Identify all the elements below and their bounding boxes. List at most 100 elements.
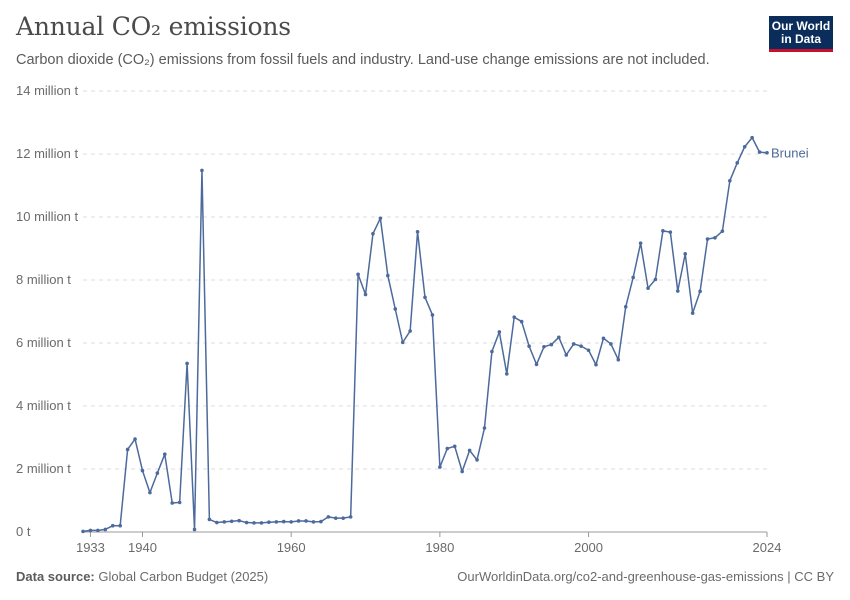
data-point <box>490 349 494 354</box>
data-point <box>118 523 122 528</box>
data-point <box>742 144 747 149</box>
data-source-value[interactable]: Global Carbon Budget (2025) <box>98 569 269 584</box>
data-point <box>594 362 598 367</box>
logo-line-2: in Data <box>780 32 821 46</box>
data-point <box>393 307 398 311</box>
data-point <box>386 273 390 278</box>
y-tick-label: 0 t <box>16 524 31 539</box>
data-point <box>720 229 725 233</box>
data-point <box>356 272 360 277</box>
data-point <box>103 527 108 532</box>
data-point <box>728 178 732 183</box>
data-point <box>125 447 130 452</box>
data-point <box>698 289 702 294</box>
chart-title: Annual CO₂ emissions <box>16 12 291 41</box>
data-point <box>601 336 606 341</box>
data-point <box>757 150 762 154</box>
series-line-brunei <box>82 136 768 533</box>
data-point <box>467 448 472 453</box>
data-point <box>378 216 383 221</box>
data-point <box>215 520 219 525</box>
data-point <box>348 515 353 519</box>
data-point <box>668 230 673 234</box>
data-point <box>304 519 308 523</box>
logo-line-1: Our World <box>771 19 831 33</box>
data-point <box>549 342 554 347</box>
data-point <box>646 286 650 290</box>
series-label: Brunei <box>771 146 809 161</box>
data-point <box>170 501 175 505</box>
data-point <box>735 161 740 165</box>
data-point <box>527 344 531 348</box>
x-tick-label: 1940 <box>128 540 157 555</box>
data-point <box>661 229 665 233</box>
chart-subtitle: Carbon dioxide (CO₂) emissions from foss… <box>16 52 710 68</box>
y-tick-label: 12 million t <box>16 146 79 161</box>
data-point <box>475 458 479 462</box>
data-point <box>452 444 457 449</box>
data-point <box>586 348 591 353</box>
data-point <box>631 275 635 280</box>
owid-logo[interactable]: Our World in Data <box>769 16 833 52</box>
data-point <box>252 521 256 525</box>
data-point <box>765 150 769 155</box>
data-point <box>609 342 613 346</box>
data-point <box>430 313 435 317</box>
data-point <box>110 523 115 528</box>
y-tick-label: 14 million t <box>16 83 79 98</box>
data-point <box>148 490 152 495</box>
data-point <box>534 362 539 367</box>
x-tick-label: 2000 <box>574 540 603 555</box>
data-point <box>185 361 189 366</box>
data-point <box>229 519 234 524</box>
data-point <box>400 340 405 345</box>
data-source: Data source: Global Carbon Budget (2025) <box>16 569 268 584</box>
data-point <box>289 520 293 524</box>
data-point <box>244 520 249 525</box>
data-point <box>713 235 717 240</box>
data-point <box>207 517 212 522</box>
data-point <box>415 230 420 234</box>
data-point <box>512 315 517 319</box>
y-tick-label: 4 million t <box>16 398 71 413</box>
y-tick-label: 2 million t <box>16 461 71 476</box>
data-point <box>363 292 368 297</box>
data-point <box>542 344 546 349</box>
data-point <box>133 437 137 441</box>
data-point <box>750 135 754 140</box>
y-tick-label: 6 million t <box>16 335 71 350</box>
data-point <box>88 528 93 533</box>
y-tick-label: 8 million t <box>16 272 71 287</box>
data-point <box>81 529 85 534</box>
data-point <box>519 319 524 324</box>
data-point <box>571 342 576 346</box>
data-point <box>557 335 561 340</box>
data-point <box>460 469 464 474</box>
y-tick-label: 10 million t <box>16 209 79 224</box>
data-point <box>326 515 331 519</box>
data-point <box>579 344 583 348</box>
x-tick-label: 1980 <box>425 540 454 555</box>
x-tick-label: 1933 <box>76 540 105 555</box>
data-point <box>497 330 502 334</box>
data-point <box>616 357 621 362</box>
data-point <box>162 452 167 456</box>
data-point <box>423 295 427 300</box>
data-point <box>638 241 643 245</box>
data-point <box>564 353 569 357</box>
data-point <box>267 520 271 525</box>
data-point <box>653 277 658 282</box>
data-point <box>281 519 286 524</box>
line-chart[interactable]: 0 t 2 million t 4 million t 6 million t 8 mi… <box>0 0 850 560</box>
data-point <box>623 304 628 309</box>
source-url[interactable]: OurWorldinData.org/co2-and-greenhouse-ga… <box>457 569 834 584</box>
data-point <box>296 519 301 523</box>
data-point <box>690 311 695 315</box>
data-point <box>705 237 710 241</box>
data-point <box>445 446 450 451</box>
data-point <box>155 471 160 475</box>
data-point <box>319 519 323 524</box>
data-point <box>200 168 204 173</box>
data-point <box>177 500 182 505</box>
data-point <box>482 426 487 430</box>
